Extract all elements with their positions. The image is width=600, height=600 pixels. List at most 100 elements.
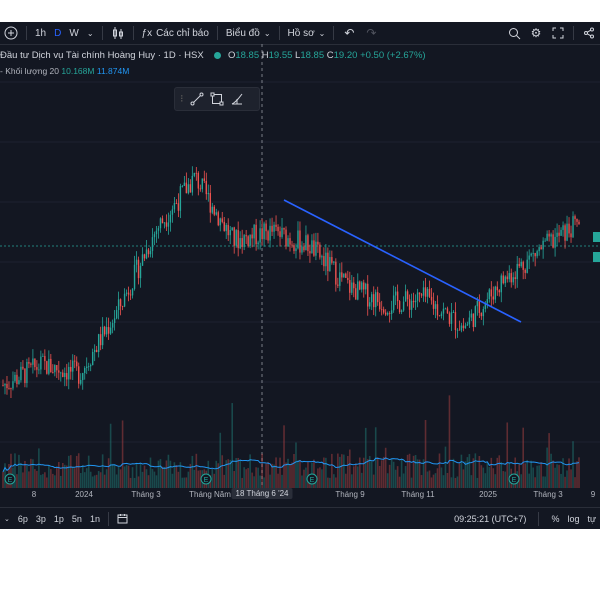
time-axis[interactable]: 8 2024 Tháng 3 Tháng Năm 18 Tháng 6 '24 … <box>0 488 600 502</box>
time-label: Tháng 9 <box>335 490 365 499</box>
volume-bar <box>123 466 126 488</box>
volume-bar <box>137 476 140 488</box>
volume-bar <box>576 461 578 488</box>
undo-icon[interactable]: ↶ <box>344 26 355 40</box>
share-icon[interactable] <box>578 22 600 44</box>
candle-body <box>572 216 574 238</box>
volume-bar <box>438 453 441 488</box>
indicators-button[interactable]: ƒx Các chỉ báo <box>138 22 213 44</box>
candle-body <box>52 372 54 373</box>
candle-body <box>566 223 568 241</box>
volume-bar <box>199 470 202 488</box>
volume-bar <box>197 470 200 488</box>
trendline[interactable] <box>283 199 522 323</box>
earnings-marker-letter: E <box>512 477 517 484</box>
log-toggle[interactable]: log <box>567 514 580 524</box>
volume-bar <box>73 468 76 488</box>
range-3m[interactable]: 3p <box>35 514 46 524</box>
candle-body <box>329 257 331 272</box>
candle-body <box>335 261 337 285</box>
volume-bar <box>540 462 542 488</box>
candle-body <box>54 365 56 373</box>
candle-body <box>353 282 355 289</box>
earnings-marker-icon[interactable] <box>200 473 212 485</box>
fullscreen-icon[interactable] <box>547 22 569 44</box>
gear-icon[interactable]: ⚙ <box>530 26 542 40</box>
candle-body <box>357 281 359 300</box>
rectangle-tool-icon[interactable] <box>207 89 227 109</box>
volume-bar <box>333 474 335 488</box>
candle-body <box>494 286 496 300</box>
candle-body <box>199 188 202 190</box>
interval-w[interactable]: W <box>69 27 79 39</box>
candle-body <box>484 303 487 310</box>
candle-body <box>458 329 461 331</box>
volume-bar <box>63 464 66 488</box>
candle-body <box>155 230 158 235</box>
earnings-marker-icon[interactable] <box>4 473 16 485</box>
auto-toggle[interactable]: tự <box>587 514 596 524</box>
candle-body <box>331 257 333 263</box>
volume-bar <box>147 475 150 488</box>
candle-body <box>355 288 357 300</box>
candle-body <box>285 229 287 247</box>
volume-bar <box>265 463 267 488</box>
search-icon[interactable] <box>503 22 525 44</box>
volume-bar <box>366 459 369 488</box>
chevron-down-icon[interactable]: ⌄ <box>86 28 94 38</box>
volume-bar <box>275 457 277 488</box>
volume-bar <box>143 465 146 488</box>
volume-bar <box>277 473 279 488</box>
volume-bar <box>390 458 393 488</box>
clock[interactable]: 09:25:21 (UTC+7) <box>454 514 527 524</box>
candles-icon[interactable] <box>107 22 129 44</box>
fib-tool-icon[interactable] <box>227 89 247 109</box>
volume-bar <box>189 463 192 488</box>
earnings-marker-icon[interactable] <box>306 473 318 485</box>
volume-bar <box>474 453 477 488</box>
volume-bar <box>261 453 263 488</box>
symbol-title[interactable]: Đầu tư Dịch vụ Tài chính Hoàng Huy · 1D … <box>0 50 204 61</box>
candle-body <box>89 365 92 367</box>
candle-body <box>203 178 205 181</box>
trendline-tool-icon[interactable] <box>187 89 207 109</box>
chart-type-button[interactable]: Biểu đồ ⌄ <box>222 22 275 44</box>
volume-bar <box>484 473 487 488</box>
volume-bar <box>354 463 357 488</box>
candle-body <box>560 229 562 236</box>
volume-bar <box>556 464 558 488</box>
plus-circle-icon[interactable] <box>0 22 22 44</box>
divider <box>132 26 134 40</box>
candle-body <box>131 288 134 296</box>
percent-toggle[interactable]: % <box>551 514 560 524</box>
volume-bar <box>544 476 546 488</box>
volume-bar <box>392 461 395 488</box>
candle-body <box>62 372 64 377</box>
range-1m[interactable]: 1p <box>53 514 64 524</box>
range-1d[interactable]: 1n <box>89 514 100 524</box>
volume-label[interactable]: - Khối lượng 20 <box>0 66 59 76</box>
chevron-down-icon[interactable]: ⌄ <box>4 516 10 523</box>
candle-body <box>86 366 88 368</box>
earnings-marker-icon[interactable] <box>508 473 520 485</box>
profile-button[interactable]: Hồ sơ ⌄ <box>284 22 330 44</box>
volume-bar <box>93 475 96 488</box>
candle-body <box>343 273 345 278</box>
volume-bar <box>285 462 287 488</box>
candle-body <box>84 367 86 374</box>
range-5d[interactable]: 5n <box>71 514 82 524</box>
candle-body <box>26 361 28 384</box>
interval-d[interactable]: D <box>54 27 62 39</box>
calendar-range-icon[interactable] <box>113 513 132 526</box>
drag-handle-icon[interactable]: ⠇ <box>179 94 187 104</box>
interval-1h[interactable]: 1h <box>35 27 47 39</box>
volume-bar <box>131 467 134 488</box>
redo-icon[interactable]: ↷ <box>366 26 377 40</box>
volume-bar <box>323 457 325 488</box>
volume-bar <box>319 467 321 488</box>
range-6m[interactable]: 6p <box>17 514 28 524</box>
volume-bar <box>408 453 411 488</box>
candle-body <box>516 263 518 280</box>
candle-body <box>271 225 273 232</box>
